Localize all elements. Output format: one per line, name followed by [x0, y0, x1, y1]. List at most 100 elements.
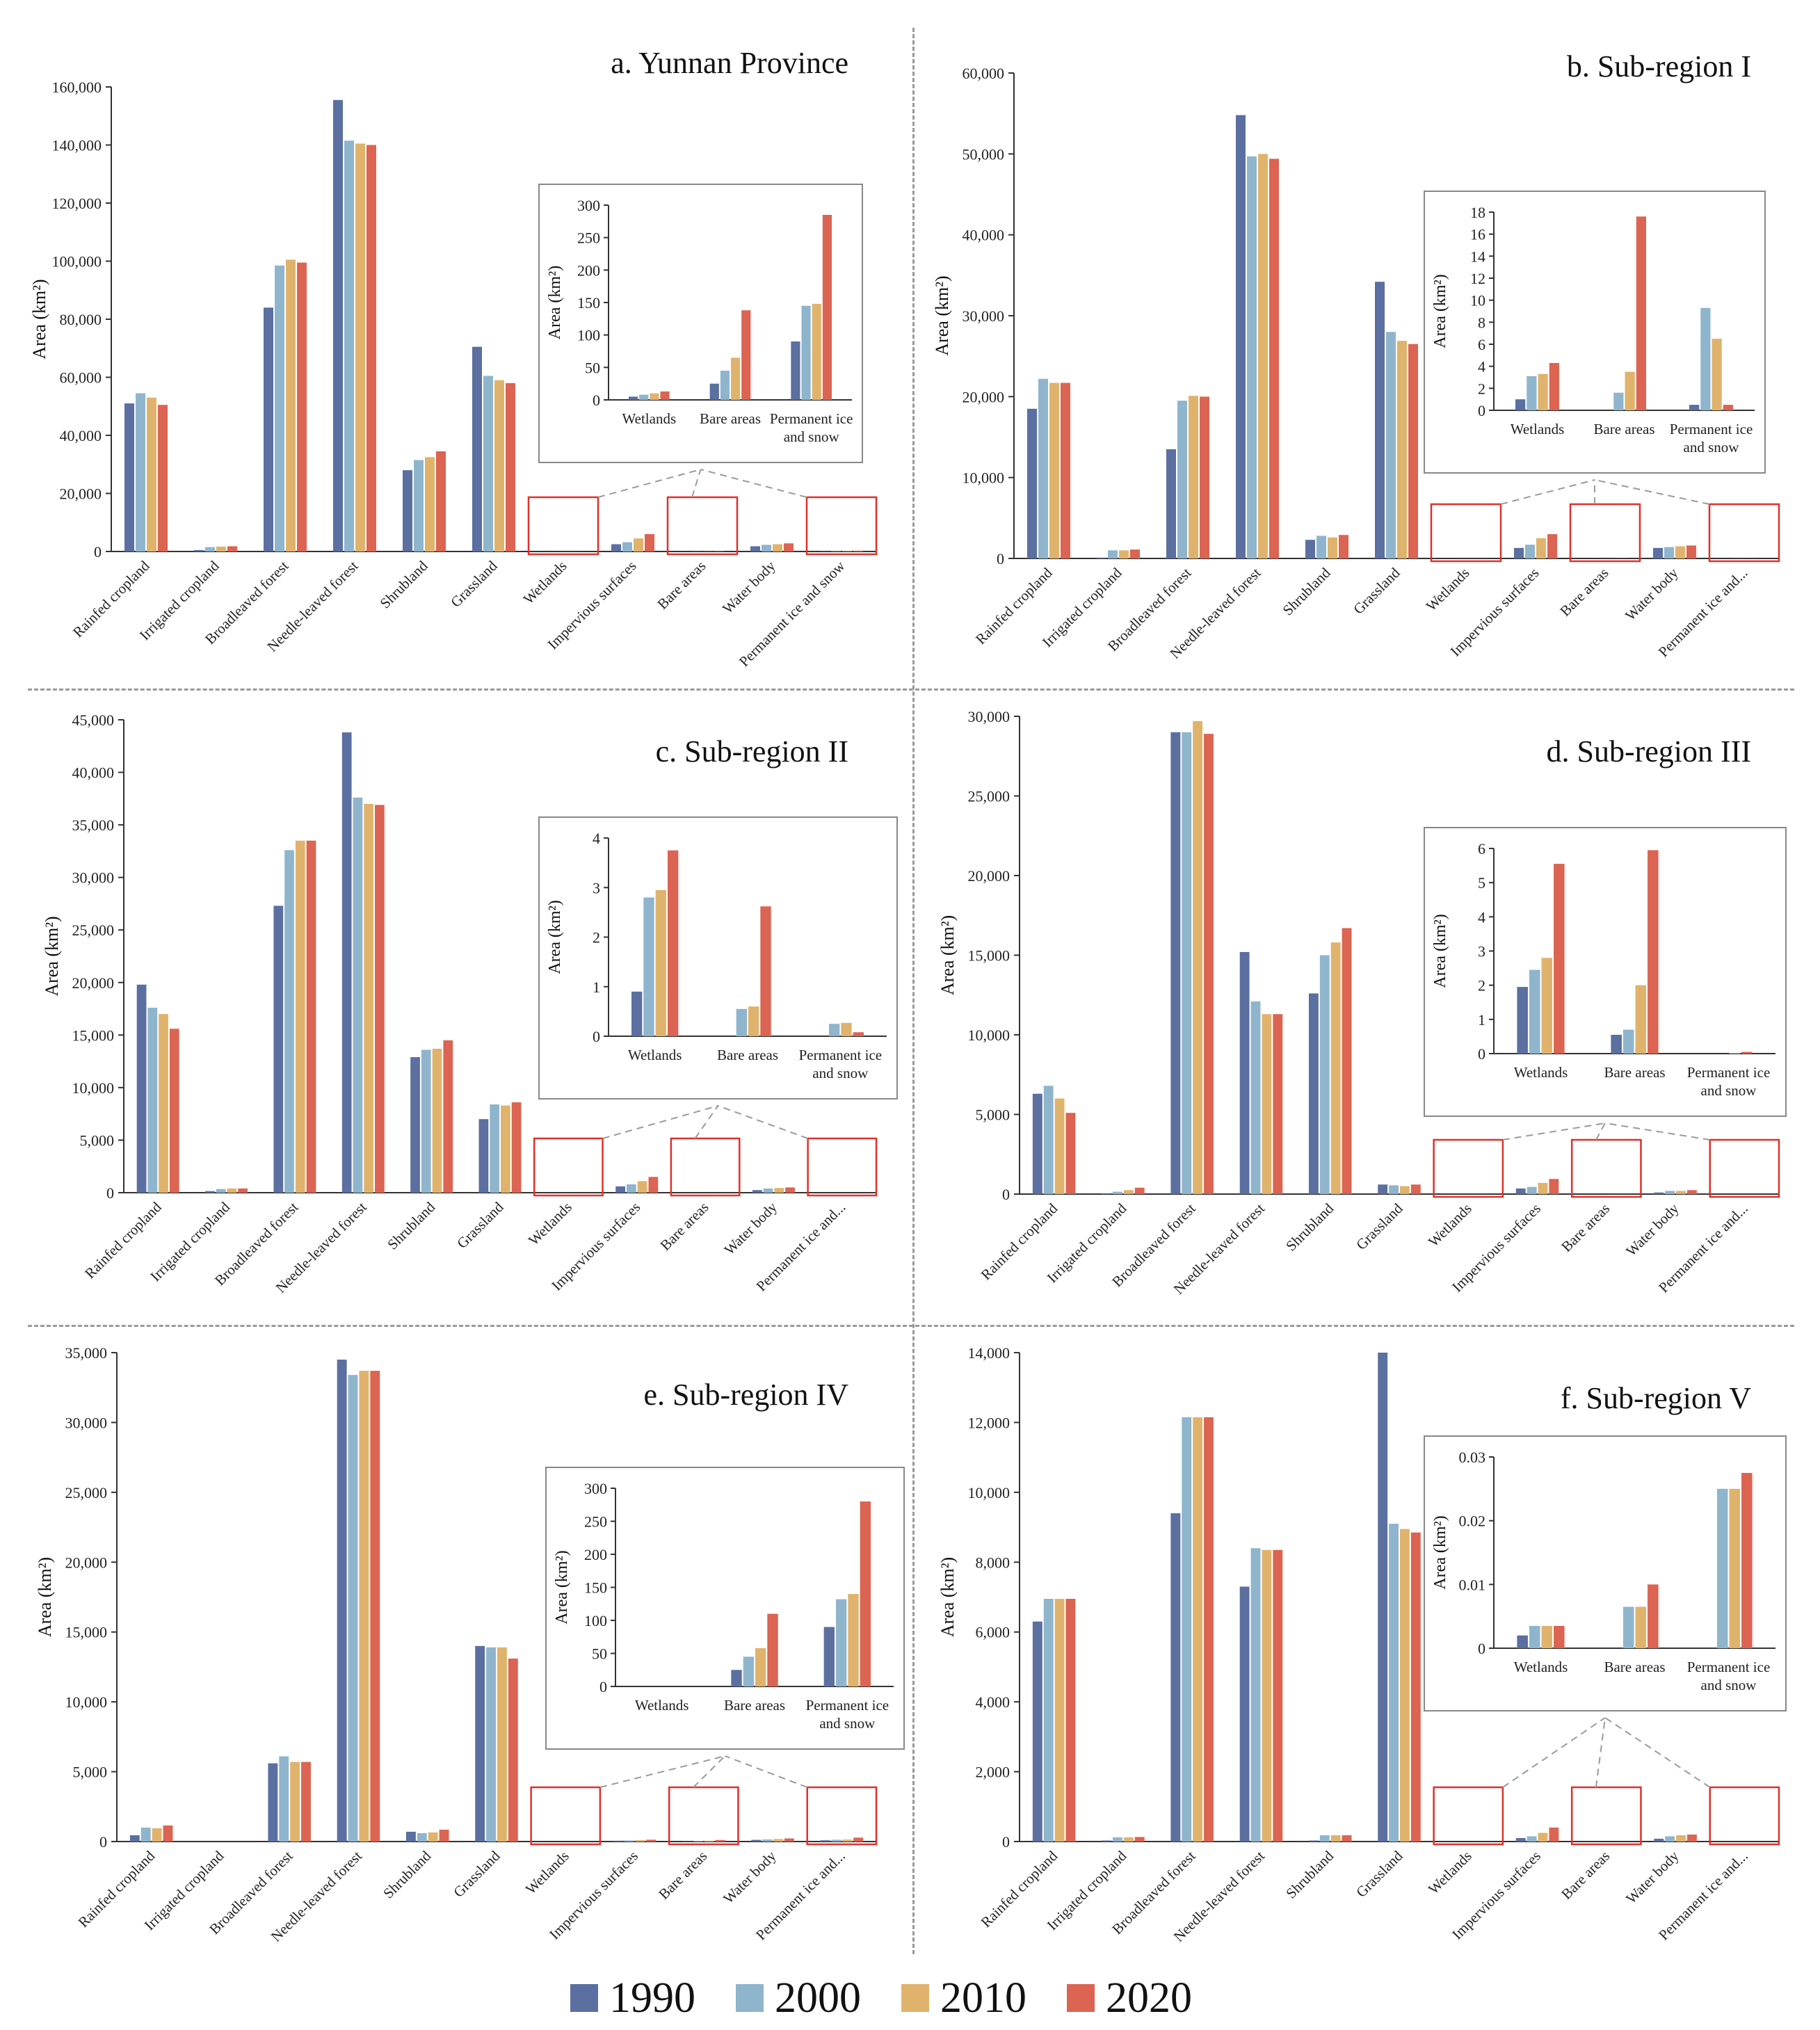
legend-label-2020: 2020	[1106, 1974, 1192, 2022]
y-tick-label: 20,000	[65, 1554, 108, 1571]
inset-x-tick-label: Bare areas	[724, 1697, 785, 1714]
inset-x-tick-label: Bare areas	[1593, 421, 1654, 437]
inset-bar-bare-areas-2020	[767, 1613, 778, 1686]
inset-bar-bare-areas-2010	[748, 1006, 759, 1036]
x-tick-label: Water body	[719, 557, 779, 617]
x-tick-label: Water body	[1622, 564, 1682, 624]
connector-line	[1502, 1717, 1606, 1788]
bar-shrubland-1990	[405, 1831, 416, 1842]
bar-broadleaved-forest-1990	[1170, 732, 1181, 1194]
inset-x-tick-label: Permanent ice and snow	[1687, 1659, 1771, 1693]
bar-broadleaved-forest-2020	[1204, 1417, 1214, 1842]
bar-bare-areas-1990	[682, 1841, 692, 1842]
bar-impervious-surfaces-2010	[1538, 1182, 1548, 1194]
y-axis-label: Area (km²)	[937, 915, 958, 995]
y-tick-label: 60,000	[963, 65, 1005, 82]
bar-grassland-1990	[1378, 1184, 1388, 1194]
legend-label-2000: 2000	[775, 1974, 861, 2022]
chart-svg: f. Sub-region V 0 2,000 4,000 6,000 8,000 10,0…	[937, 1344, 1787, 1945]
bar-rainfed-cropland-1990	[124, 403, 134, 551]
bar-grassland-1990	[478, 1119, 489, 1193]
inset-bar-wetlands-2020	[1549, 362, 1559, 410]
inset-bar-permanent-ice-and-snow-2000	[829, 1024, 840, 1036]
inset-chart: 0 2 4 6 8 10 12 14 16 18 Area (km²) Wetlands Bare ar…	[1424, 191, 1766, 474]
bar-impervious-surfaces-2020	[645, 533, 654, 551]
connector-line	[1595, 1122, 1606, 1141]
bar-needle-leaved-forest-1990	[333, 99, 343, 552]
bar-grassland-2000	[483, 376, 493, 551]
bar-grassland-2010	[1400, 1529, 1410, 1842]
bar-grassland-2020	[1410, 1184, 1421, 1194]
inset-bar-wetlands-2020	[1554, 1625, 1565, 1648]
y-tick-label: 4,000	[976, 1693, 1010, 1711]
bar-rainfed-cropland-2010	[1054, 1599, 1065, 1842]
bar-impervious-surfaces-2010	[1536, 538, 1546, 558]
bar-needle-leaved-forest-2000	[1250, 1548, 1261, 1842]
chart-svg: e. Sub-region IV 0 5,000 10,000 15,000 20,000…	[35, 1344, 905, 1945]
bar-impervious-surfaces-2010	[637, 1181, 647, 1193]
inset-bar-bare-areas-1990	[731, 1670, 742, 1686]
bar-rainfed-cropland-1990	[129, 1835, 140, 1842]
inset-bar-permanent-ice-and-snow-2000	[1700, 307, 1711, 410]
inset-y-tick-label: 6	[1478, 336, 1485, 353]
y-tick-label: 10,000	[65, 1693, 108, 1711]
y-tick-label: 5,000	[73, 1764, 108, 1781]
inset-x-tick-label: Permanent ice and snow	[1687, 1064, 1771, 1099]
inset-bar-bare-areas-2020	[1648, 1584, 1659, 1648]
bar-impervious-surfaces-2020	[1547, 534, 1557, 558]
inset-bar-bare-areas-2000	[736, 1008, 747, 1036]
connector-line	[1594, 479, 1710, 505]
inset-bar-permanent-ice-and-snow-2000	[836, 1599, 847, 1686]
bar-water-body-2010	[1676, 1191, 1686, 1194]
bar-water-body-2000	[762, 1839, 773, 1842]
inset-y-tick-label: 100	[584, 1612, 607, 1629]
bar-water-body-2020	[1686, 1834, 1697, 1842]
inset-bar-wetlands-2020	[660, 391, 670, 400]
bar-impervious-surfaces-2020	[1549, 1179, 1559, 1194]
bar-shrubland-2020	[1339, 535, 1348, 558]
inset-y-tick-label: 16	[1470, 226, 1485, 243]
inset-bar-permanent-ice-and-snow-2020	[1723, 405, 1733, 410]
chart-svg: c. Sub-region II 0 5,000 10,000 15,000 20,000…	[42, 711, 898, 1296]
inset-y-tick-label: 50	[592, 1645, 607, 1663]
connector-line	[1502, 1122, 1606, 1141]
bar-impervious-surfaces-1990	[613, 1840, 623, 1842]
bar-water-body-2020	[1686, 545, 1696, 558]
inset-y-tick-label: 0	[593, 1028, 600, 1045]
bar-water-body-2020	[784, 1838, 794, 1842]
highlight-box-permanent-ice-and-snow	[806, 1786, 878, 1846]
chart-title: a. Yunnan Province	[611, 46, 848, 80]
bar-shrubland-2000	[417, 1832, 427, 1842]
bar-broadleaved-forest-2000	[1182, 732, 1192, 1194]
x-tick-label: Shrubland	[1282, 1847, 1337, 1901]
inset-y-tick-label: 200	[577, 261, 600, 279]
bar-needle-leaved-forest-2020	[1273, 1014, 1283, 1194]
inset-bar-wetlands-2010	[1538, 373, 1548, 410]
inset-bar-permanent-ice-and-snow-2000	[801, 305, 811, 400]
bar-rainfed-cropland-2010	[1054, 1098, 1065, 1194]
y-axis-label: Area (km²)	[42, 916, 62, 996]
y-tick-label: 20,000	[968, 867, 1010, 885]
connector-line	[700, 469, 807, 498]
bar-rainfed-cropland-2010	[159, 1014, 168, 1193]
inset-y-tick-label: 14	[1470, 248, 1485, 265]
bar-broadleaved-forest-2010	[1193, 1417, 1203, 1842]
chart-title: d. Sub-region III	[1547, 734, 1752, 768]
bar-grassland-2000	[1389, 1524, 1399, 1842]
bar-broadleaved-forest-2000	[1182, 1417, 1192, 1842]
y-tick-label: 0	[1002, 1833, 1010, 1851]
legend-item-2000: 2000	[736, 1976, 861, 2020]
y-tick-label: 10,000	[963, 469, 1005, 487]
bar-irrigated-cropland-2020	[227, 546, 237, 551]
inset-y-tick-label: 0.03	[1459, 1449, 1486, 1466]
chart-title: e. Sub-region IV	[644, 1378, 849, 1412]
inset-x-tick-label: Permanent ice and snow	[799, 1047, 883, 1081]
bar-needle-leaved-forest-2020	[375, 805, 385, 1193]
bar-water-body-2020	[1686, 1190, 1697, 1194]
bar-bare-areas-2000	[693, 1841, 703, 1842]
bar-needle-leaved-forest-2000	[353, 797, 363, 1193]
inset-bar-bare-areas-2000	[743, 1657, 754, 1686]
bar-water-body-2000	[762, 545, 771, 551]
bar-shrubland-2000	[1316, 535, 1326, 558]
connector-line	[693, 1755, 726, 1788]
